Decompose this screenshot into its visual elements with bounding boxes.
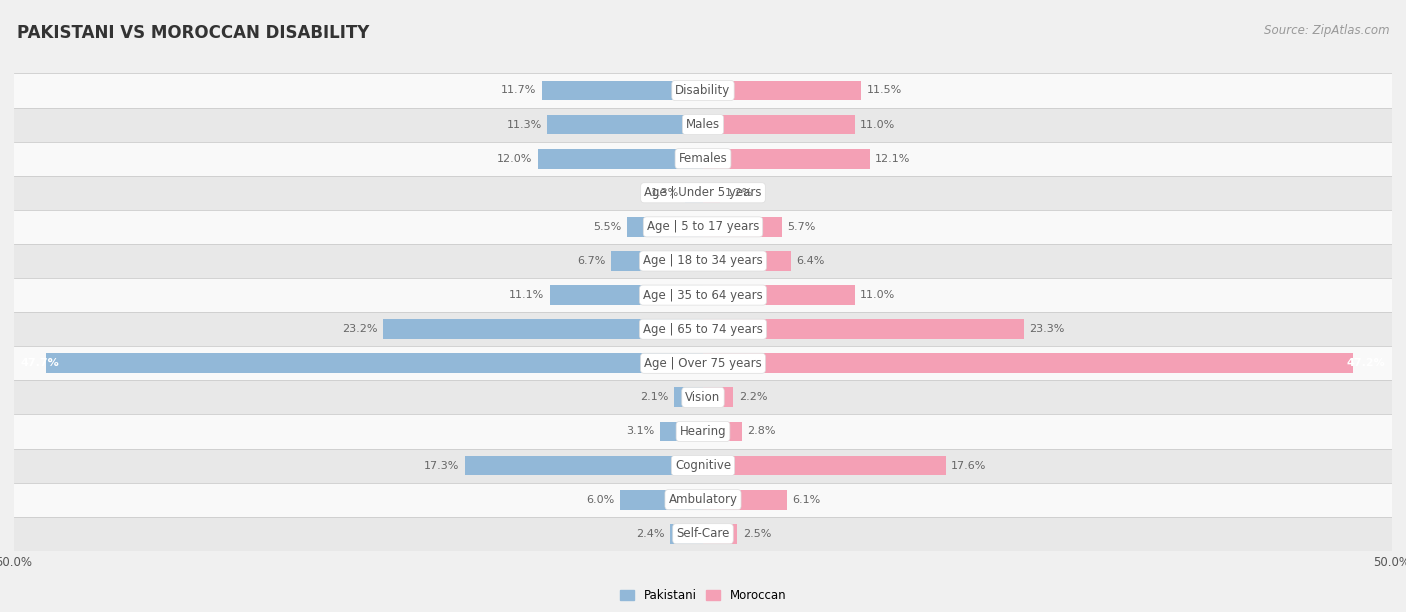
Text: 6.7%: 6.7% xyxy=(576,256,605,266)
Text: 11.0%: 11.0% xyxy=(860,119,896,130)
Text: PAKISTANI VS MOROCCAN DISABILITY: PAKISTANI VS MOROCCAN DISABILITY xyxy=(17,24,370,42)
Text: Females: Females xyxy=(679,152,727,165)
Bar xyxy=(14,244,1392,278)
Text: 1.2%: 1.2% xyxy=(725,188,754,198)
Text: 2.2%: 2.2% xyxy=(738,392,768,402)
Text: Age | Over 75 years: Age | Over 75 years xyxy=(644,357,762,370)
Text: 5.7%: 5.7% xyxy=(787,222,815,232)
Bar xyxy=(14,449,1392,483)
Bar xyxy=(14,278,1392,312)
Bar xyxy=(537,149,703,168)
Text: 47.2%: 47.2% xyxy=(1347,358,1385,368)
Text: 6.0%: 6.0% xyxy=(586,494,614,505)
Text: Age | 65 to 74 years: Age | 65 to 74 years xyxy=(643,323,763,335)
Text: Ambulatory: Ambulatory xyxy=(668,493,738,506)
Text: 17.6%: 17.6% xyxy=(950,461,987,471)
Bar xyxy=(14,414,1392,449)
Text: 11.1%: 11.1% xyxy=(509,290,544,300)
Text: Self-Care: Self-Care xyxy=(676,528,730,540)
Text: 11.0%: 11.0% xyxy=(860,290,896,300)
Bar xyxy=(703,183,720,203)
Text: 2.1%: 2.1% xyxy=(640,392,669,402)
Text: Source: ZipAtlas.com: Source: ZipAtlas.com xyxy=(1264,24,1389,37)
Bar xyxy=(627,217,703,237)
Bar xyxy=(661,422,703,441)
Bar xyxy=(703,456,945,476)
Bar xyxy=(703,490,787,510)
Bar xyxy=(703,114,855,135)
Text: 12.1%: 12.1% xyxy=(875,154,911,163)
Bar xyxy=(14,176,1392,210)
Text: 6.4%: 6.4% xyxy=(797,256,825,266)
Text: 6.1%: 6.1% xyxy=(793,494,821,505)
Bar xyxy=(14,483,1392,517)
Bar xyxy=(703,217,782,237)
Text: 17.3%: 17.3% xyxy=(423,461,460,471)
Bar xyxy=(620,490,703,510)
Legend: Pakistani, Moroccan: Pakistani, Moroccan xyxy=(620,589,786,602)
Bar xyxy=(14,73,1392,108)
Text: 23.2%: 23.2% xyxy=(342,324,378,334)
Text: 11.7%: 11.7% xyxy=(501,86,536,95)
Bar xyxy=(703,149,870,168)
Bar xyxy=(14,210,1392,244)
Text: 12.0%: 12.0% xyxy=(496,154,531,163)
Bar xyxy=(703,319,1024,339)
Bar xyxy=(703,81,862,100)
Bar xyxy=(464,456,703,476)
Text: 2.5%: 2.5% xyxy=(742,529,772,539)
Bar xyxy=(384,319,703,339)
Bar xyxy=(685,183,703,203)
Bar xyxy=(14,380,1392,414)
Bar xyxy=(703,422,741,441)
Text: Age | Under 5 years: Age | Under 5 years xyxy=(644,186,762,200)
Bar xyxy=(541,81,703,100)
Text: 11.3%: 11.3% xyxy=(506,119,541,130)
Text: 1.3%: 1.3% xyxy=(651,188,679,198)
Bar xyxy=(669,524,703,543)
Text: Disability: Disability xyxy=(675,84,731,97)
Text: 2.4%: 2.4% xyxy=(636,529,665,539)
Bar xyxy=(550,285,703,305)
Text: 47.7%: 47.7% xyxy=(21,358,59,368)
Bar xyxy=(14,141,1392,176)
Bar xyxy=(673,387,703,407)
Text: Vision: Vision xyxy=(685,391,721,404)
Text: 23.3%: 23.3% xyxy=(1029,324,1064,334)
Text: Cognitive: Cognitive xyxy=(675,459,731,472)
Bar xyxy=(703,524,738,543)
Bar xyxy=(14,346,1392,380)
Text: 5.5%: 5.5% xyxy=(593,222,621,232)
Bar xyxy=(703,387,734,407)
Text: Age | 18 to 34 years: Age | 18 to 34 years xyxy=(643,255,763,267)
Bar xyxy=(14,312,1392,346)
Text: Age | 5 to 17 years: Age | 5 to 17 years xyxy=(647,220,759,233)
Text: 3.1%: 3.1% xyxy=(627,427,655,436)
Bar xyxy=(703,285,855,305)
Bar xyxy=(14,517,1392,551)
Text: 2.8%: 2.8% xyxy=(747,427,776,436)
Text: Hearing: Hearing xyxy=(679,425,727,438)
Bar xyxy=(14,108,1392,141)
Bar xyxy=(703,353,1354,373)
Text: Males: Males xyxy=(686,118,720,131)
Bar xyxy=(703,251,792,271)
Bar xyxy=(610,251,703,271)
Bar xyxy=(547,114,703,135)
Text: 11.5%: 11.5% xyxy=(868,86,903,95)
Text: Age | 35 to 64 years: Age | 35 to 64 years xyxy=(643,289,763,302)
Bar xyxy=(46,353,703,373)
